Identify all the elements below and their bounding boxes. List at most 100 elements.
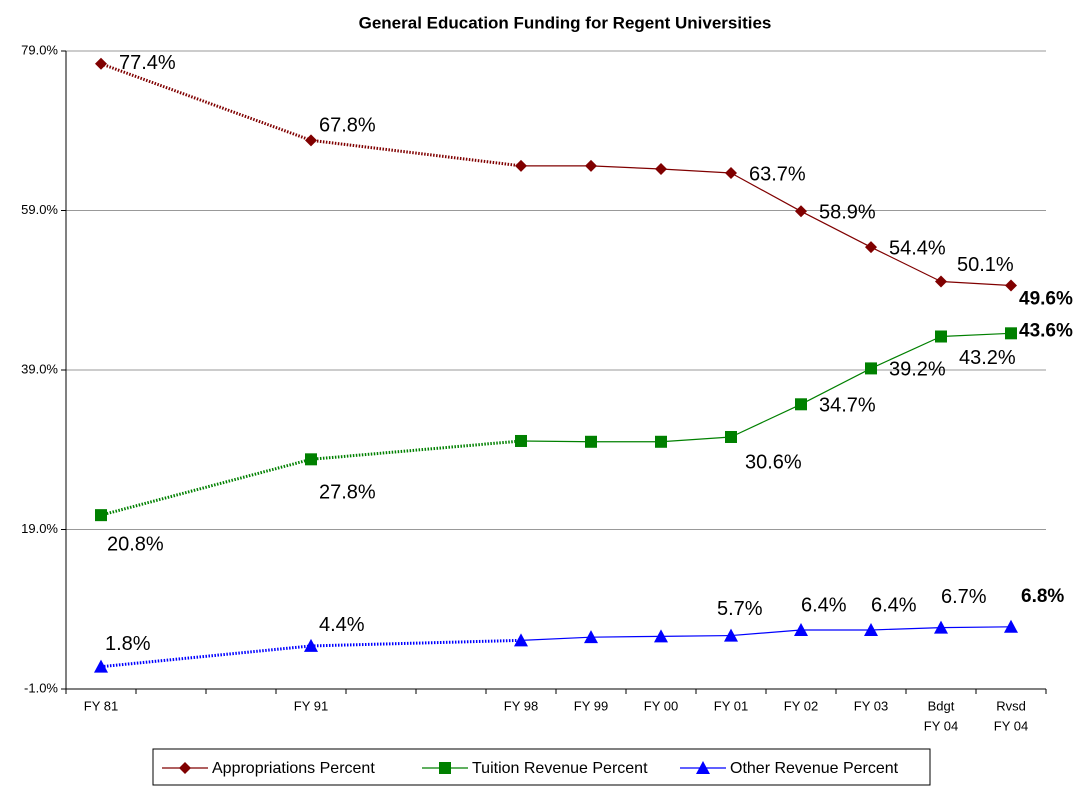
marker	[585, 435, 597, 448]
x-tick-label: FY 91	[294, 698, 328, 713]
marker	[585, 159, 597, 172]
marker	[864, 622, 878, 636]
data-label: 43.2%	[959, 347, 1016, 369]
series-line	[590, 635, 662, 638]
legend-label: Tuition Revenue Percent	[472, 760, 648, 777]
data-label: 5.7%	[717, 598, 763, 620]
data-label: 39.2%	[889, 359, 946, 381]
y-tick-label: 79.0%	[21, 42, 58, 57]
legend-item: Other Revenue Percent	[680, 760, 899, 777]
data-label: 20.8%	[107, 533, 164, 555]
legend-label: Appropriations Percent	[212, 760, 375, 777]
data-label: 4.4%	[319, 614, 365, 636]
series-line	[730, 403, 802, 438]
data-label: 49.6%	[1019, 288, 1073, 309]
data-label: 30.6%	[745, 451, 802, 473]
data-label: 54.4%	[889, 237, 946, 259]
series-line	[870, 335, 942, 369]
marker	[794, 622, 808, 636]
marker	[94, 659, 108, 673]
series-line	[310, 138, 522, 168]
legend-label: Other Revenue Percent	[730, 760, 899, 777]
series-line	[660, 436, 732, 443]
marker	[865, 362, 877, 375]
series-line	[520, 636, 592, 641]
series-line	[940, 332, 1012, 338]
marker	[725, 167, 737, 180]
series-line	[100, 644, 312, 669]
series-line	[310, 439, 522, 461]
marker	[795, 205, 807, 218]
data-label: 6.4%	[871, 594, 917, 616]
series-line	[590, 165, 662, 170]
marker	[1005, 279, 1017, 292]
series-line	[730, 172, 802, 212]
marker	[95, 57, 107, 70]
data-label: 6.4%	[801, 594, 847, 616]
data-label: 1.8%	[105, 633, 151, 655]
marker	[1004, 619, 1018, 633]
marker	[655, 435, 667, 448]
x-tick-label: FY 81	[84, 698, 118, 713]
marker	[514, 633, 528, 647]
marker	[795, 398, 807, 411]
x-tick-label: FY 03	[854, 698, 888, 713]
marker	[935, 275, 947, 288]
series-line	[100, 62, 312, 142]
data-label: 27.8%	[319, 482, 376, 504]
series-line	[800, 210, 872, 248]
marker	[305, 453, 317, 466]
series-line	[100, 457, 312, 517]
marker	[515, 159, 527, 172]
series-line	[800, 367, 872, 405]
marker	[724, 628, 738, 642]
marker	[1005, 327, 1017, 340]
data-label: 50.1%	[957, 254, 1014, 276]
x-tick-label: Rvsd	[996, 698, 1026, 713]
marker	[584, 630, 598, 644]
series-line	[870, 246, 942, 283]
marker	[179, 762, 191, 774]
chart-title: General Education Funding for Regent Uni…	[359, 13, 772, 32]
x-tick-label: FY 01	[714, 698, 748, 713]
marker	[515, 434, 527, 447]
marker	[934, 620, 948, 634]
y-tick-label: 19.0%	[21, 521, 58, 536]
marker	[304, 638, 318, 652]
series-line	[660, 634, 732, 637]
data-label: 6.7%	[941, 586, 987, 608]
marker	[725, 430, 737, 443]
x-tick-label: FY 00	[644, 698, 678, 713]
x-tick-label: FY 04	[994, 718, 1028, 733]
marker	[935, 330, 947, 343]
marker	[865, 241, 877, 254]
data-label: 43.6%	[1019, 320, 1073, 341]
x-tick-label: FY 99	[574, 698, 608, 713]
data-label: 6.8%	[1021, 586, 1064, 607]
legend-box	[152, 748, 931, 786]
series-line	[310, 638, 522, 648]
legend-item: Tuition Revenue Percent	[422, 760, 648, 777]
marker	[305, 134, 317, 147]
y-tick-label: 59.0%	[21, 202, 58, 217]
marker	[655, 163, 667, 176]
series-line	[940, 280, 1012, 287]
series-line	[730, 629, 802, 637]
series-line	[870, 626, 942, 631]
marker	[696, 761, 710, 774]
x-tick-label: FY 04	[924, 718, 958, 733]
x-tick-label: FY 98	[504, 698, 538, 713]
y-tick-label: -1.0%	[24, 680, 58, 695]
data-label: 63.7%	[749, 163, 806, 185]
series-line	[660, 168, 732, 174]
data-label: 67.8%	[319, 115, 376, 137]
x-tick-label: FY 02	[784, 698, 818, 713]
marker	[439, 762, 451, 774]
marker	[654, 629, 668, 643]
data-label: 77.4%	[119, 52, 176, 74]
x-tick-label: Bdgt	[928, 698, 955, 713]
legend-item: Appropriations Percent	[162, 760, 375, 777]
series-line	[520, 440, 592, 443]
series-line	[940, 626, 1012, 629]
